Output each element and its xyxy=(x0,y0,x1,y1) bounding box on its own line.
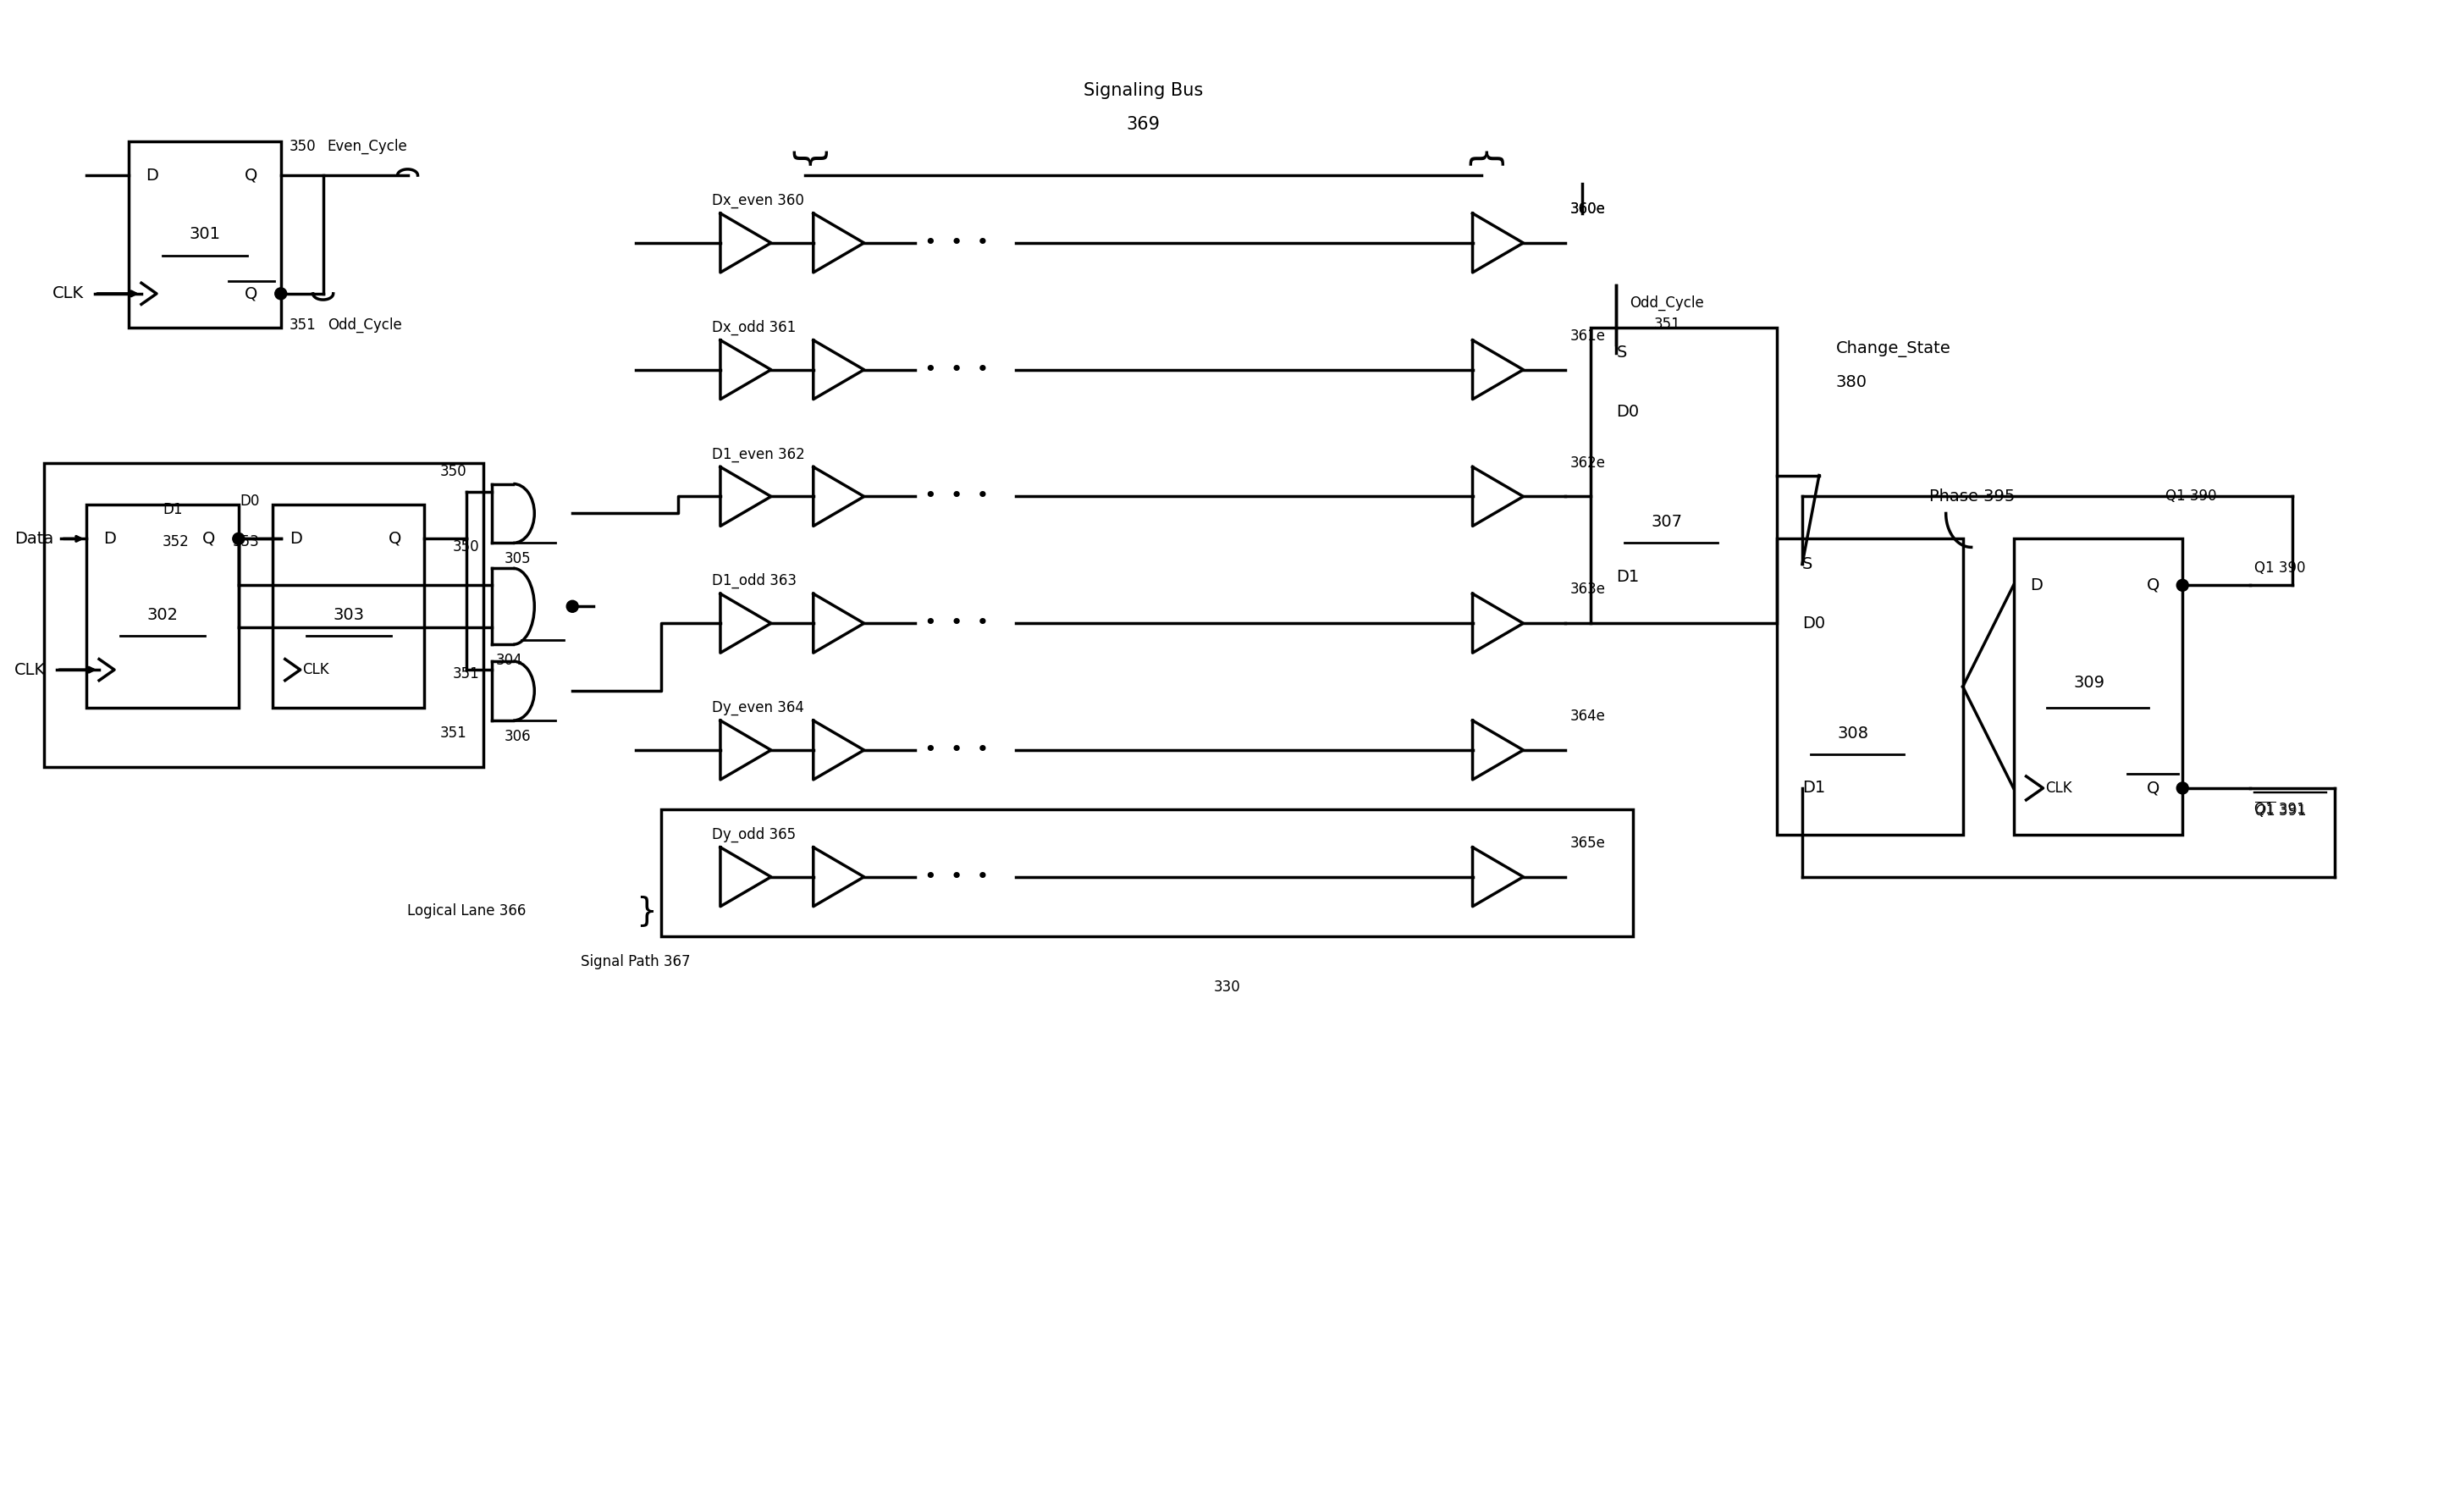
Text: CLK: CLK xyxy=(15,662,47,677)
Circle shape xyxy=(2177,579,2189,591)
Text: 350: 350 xyxy=(290,139,315,154)
Text: Even_Cycle: Even_Cycle xyxy=(327,139,408,154)
Text: Dx_odd 361: Dx_odd 361 xyxy=(711,319,797,336)
Text: Q: Q xyxy=(202,531,216,547)
Text: Logical Lane 366: Logical Lane 366 xyxy=(408,903,526,918)
Text: D1: D1 xyxy=(162,502,182,517)
Text: D1: D1 xyxy=(1616,569,1638,585)
Text: Q1 390: Q1 390 xyxy=(2253,561,2305,576)
Text: 308: 308 xyxy=(1838,726,1870,741)
Text: D1: D1 xyxy=(1803,780,1825,797)
Text: 365e: 365e xyxy=(1569,836,1606,851)
Text: 369: 369 xyxy=(1127,116,1159,133)
Text: 302: 302 xyxy=(148,606,177,623)
Text: 304: 304 xyxy=(494,653,522,668)
Text: •  •  •: • • • xyxy=(925,866,989,888)
Text: D: D xyxy=(145,168,157,183)
Text: D: D xyxy=(103,531,116,547)
Text: Q1 391: Q1 391 xyxy=(2253,801,2305,816)
Bar xyxy=(1592,328,1776,623)
Bar xyxy=(128,142,280,328)
Text: 361e: 361e xyxy=(1569,328,1606,343)
Text: Dy_odd 365: Dy_odd 365 xyxy=(711,827,795,842)
Text: Q: Q xyxy=(2148,780,2160,797)
Text: Q: Q xyxy=(244,286,258,302)
Text: 306: 306 xyxy=(504,729,531,744)
Text: Dy_even 364: Dy_even 364 xyxy=(711,700,804,715)
Text: Dx_even 360: Dx_even 360 xyxy=(711,194,804,209)
Text: S: S xyxy=(1803,556,1813,572)
Text: 309: 309 xyxy=(2074,674,2106,691)
Bar xyxy=(44,463,485,767)
Text: 364e: 364e xyxy=(1569,709,1606,724)
Text: 350: 350 xyxy=(440,464,467,479)
Text: D0: D0 xyxy=(1616,404,1638,420)
Text: Change_State: Change_State xyxy=(1835,340,1951,357)
Text: D: D xyxy=(290,531,303,547)
Text: Data: Data xyxy=(15,531,54,547)
Text: }: } xyxy=(637,895,657,927)
Text: 307: 307 xyxy=(1651,514,1683,529)
Circle shape xyxy=(2177,782,2189,794)
Text: CLK: CLK xyxy=(52,286,84,302)
Text: 351: 351 xyxy=(290,318,317,333)
Text: CLK: CLK xyxy=(2047,780,2071,795)
Text: •  •  •: • • • xyxy=(925,233,989,253)
Bar xyxy=(662,809,1633,936)
Text: •  •  •: • • • xyxy=(925,739,989,761)
Text: D: D xyxy=(2029,578,2042,593)
Text: 301: 301 xyxy=(189,227,221,242)
Bar xyxy=(1776,538,1963,835)
Text: 360e: 360e xyxy=(1569,201,1606,216)
Bar xyxy=(2012,538,2182,835)
Text: •  •  •: • • • xyxy=(925,360,989,380)
Text: 303: 303 xyxy=(332,606,364,623)
Text: Q: Q xyxy=(389,531,401,547)
Text: 362e: 362e xyxy=(1569,455,1606,470)
Text: Q1 390: Q1 390 xyxy=(2165,488,2216,503)
Text: 330: 330 xyxy=(1215,980,1240,995)
Text: D0: D0 xyxy=(241,494,261,510)
Text: CLK: CLK xyxy=(303,662,330,677)
Text: $\overline{Q1}$ 391: $\overline{Q1}$ 391 xyxy=(2253,800,2305,820)
Bar xyxy=(273,505,426,708)
Text: Odd_Cycle: Odd_Cycle xyxy=(327,318,401,333)
Text: 360e: 360e xyxy=(1569,201,1606,216)
Text: 363e: 363e xyxy=(1569,582,1606,597)
Text: 353: 353 xyxy=(234,535,261,550)
Text: •  •  •: • • • xyxy=(925,614,989,634)
Text: Phase 395: Phase 395 xyxy=(1929,488,2015,505)
Text: D1_even 362: D1_even 362 xyxy=(711,446,804,461)
Text: Q1 391: Q1 391 xyxy=(2253,801,2305,816)
Text: Q: Q xyxy=(2148,578,2160,593)
Text: }: } xyxy=(787,150,824,174)
Text: 351: 351 xyxy=(453,667,480,682)
Text: 352: 352 xyxy=(162,535,189,550)
Text: Signal Path 367: Signal Path 367 xyxy=(581,954,691,969)
Text: 351: 351 xyxy=(440,726,467,741)
Circle shape xyxy=(566,600,578,612)
Text: Odd_Cycle: Odd_Cycle xyxy=(1631,295,1705,310)
Text: 305: 305 xyxy=(504,552,531,567)
Text: 351: 351 xyxy=(1653,316,1680,331)
Text: D1_odd 363: D1_odd 363 xyxy=(711,573,797,588)
Circle shape xyxy=(276,287,288,299)
Circle shape xyxy=(234,532,244,544)
Text: Q: Q xyxy=(244,168,258,183)
Text: •  •  •: • • • xyxy=(925,487,989,507)
Text: D0: D0 xyxy=(1803,615,1825,632)
Text: Signaling Bus: Signaling Bus xyxy=(1082,82,1203,100)
Text: 380: 380 xyxy=(1835,375,1867,390)
Text: 350: 350 xyxy=(453,540,480,555)
Text: S: S xyxy=(1616,345,1626,361)
Text: {: { xyxy=(1464,150,1498,174)
Bar xyxy=(86,505,239,708)
